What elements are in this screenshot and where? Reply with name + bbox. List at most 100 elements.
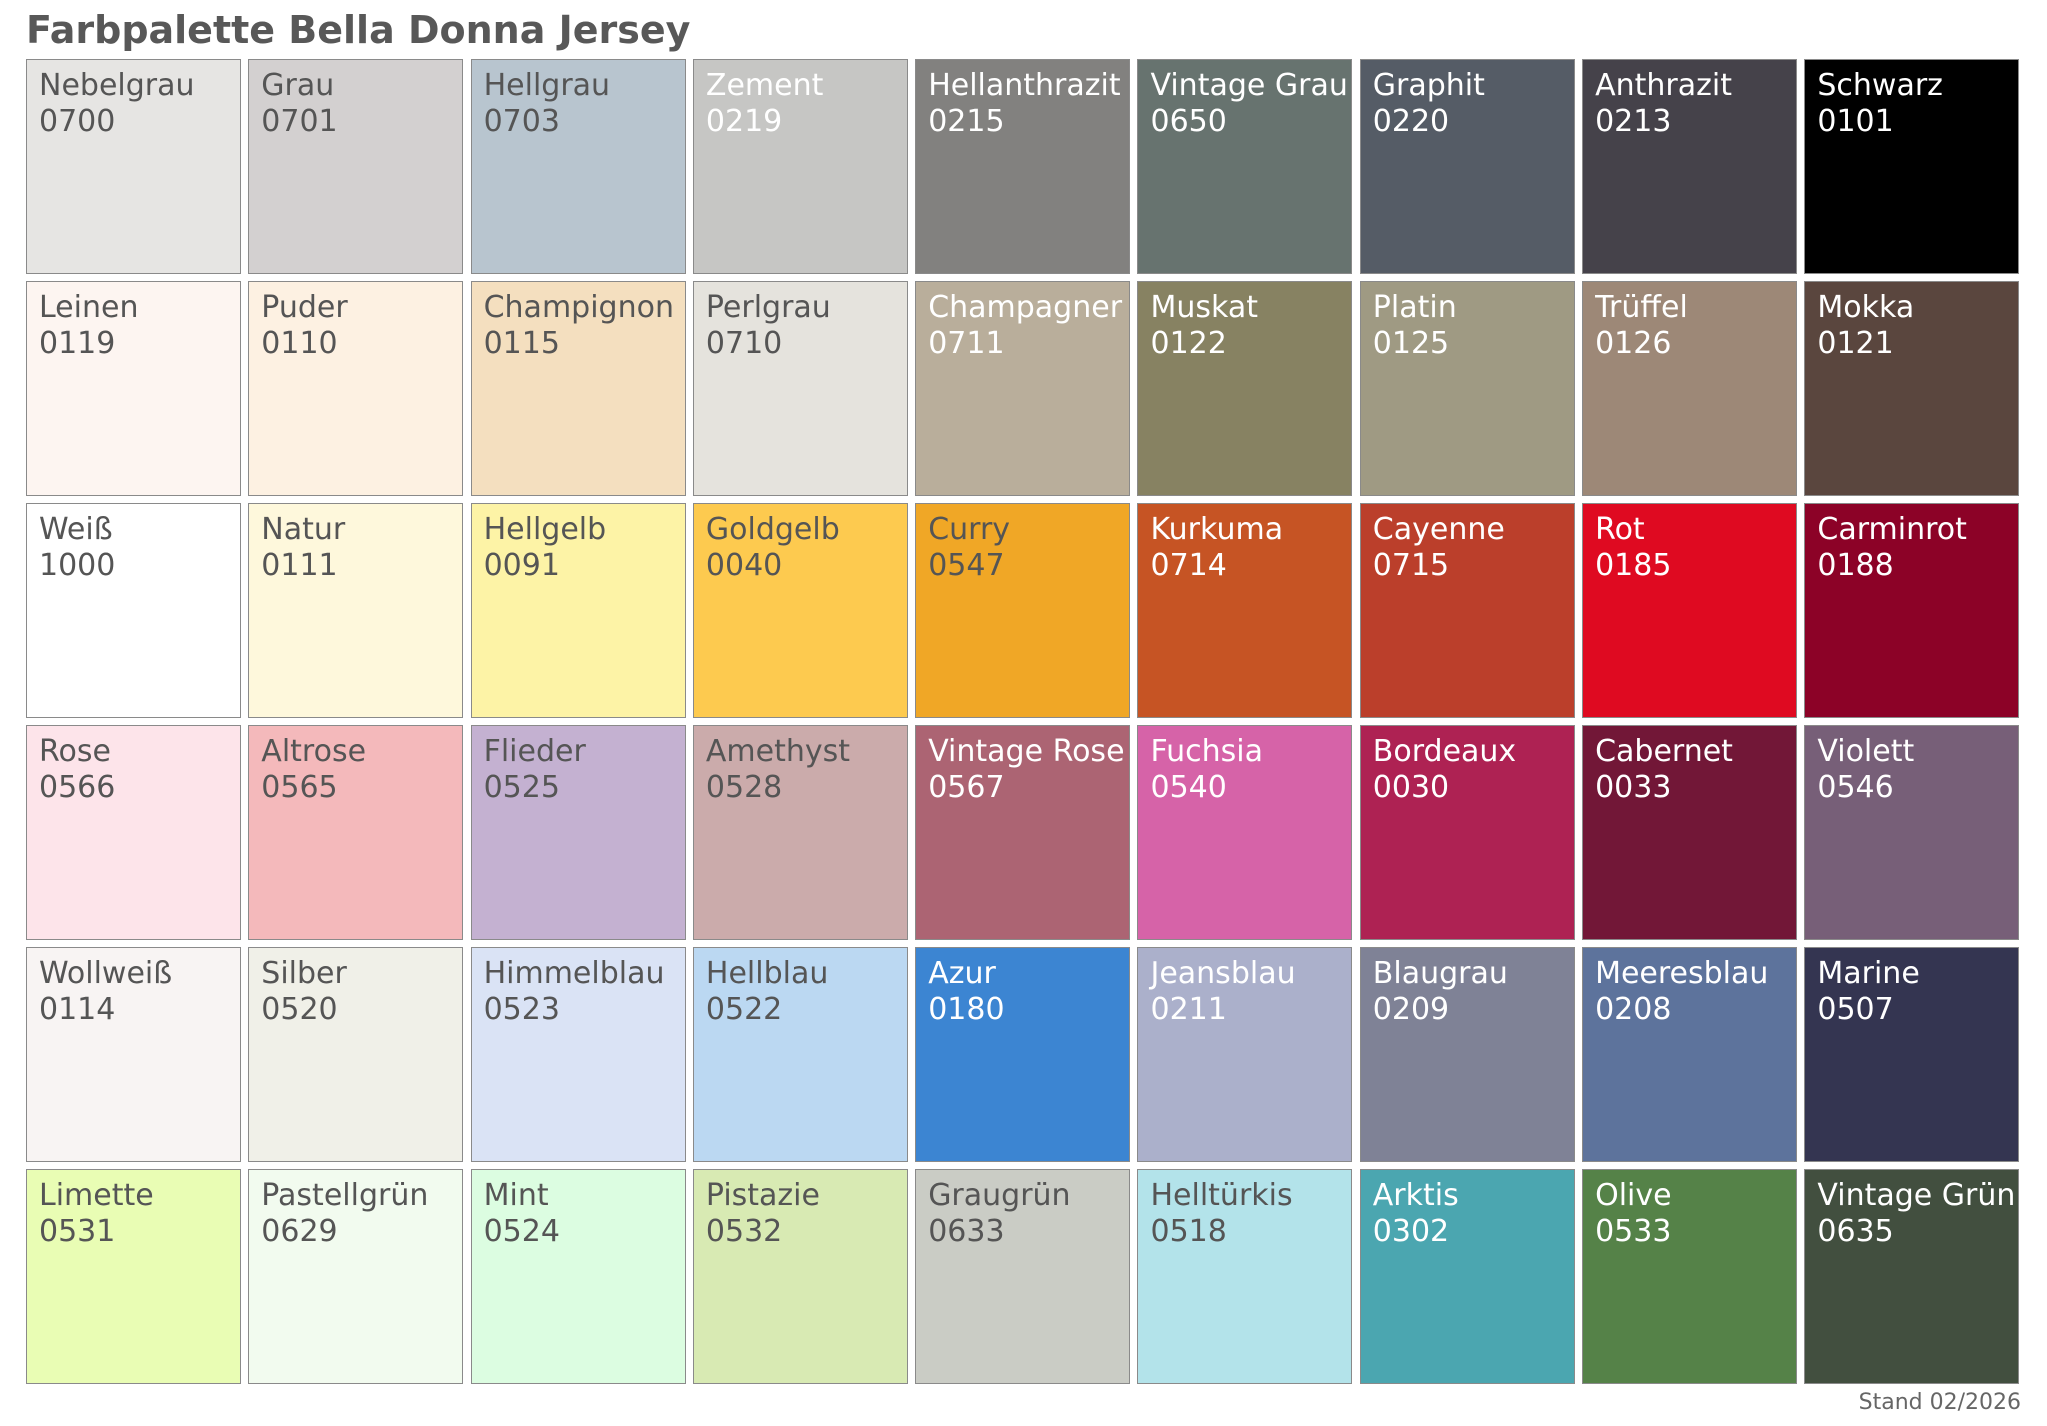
color-code: 0566 <box>39 770 116 805</box>
color-code: 0518 <box>1150 1214 1227 1249</box>
color-name: Grau <box>261 68 335 103</box>
color-code: 0115 <box>483 326 560 361</box>
color-name: Jeansblau <box>1150 956 1296 991</box>
swatch: Helltürkis 0518 <box>1137 1169 1353 1384</box>
swatch: Silber 0520 <box>248 947 464 1162</box>
swatch: Trüffel 0126 <box>1582 281 1798 496</box>
color-name: Hellanthrazit <box>928 68 1121 103</box>
swatch: Cabernet 0033 <box>1582 725 1798 940</box>
color-code: 0531 <box>39 1214 116 1249</box>
color-code: 0524 <box>483 1214 560 1249</box>
color-code: 0710 <box>705 326 783 361</box>
swatch: Kurkuma 0714 <box>1137 503 1353 718</box>
color-code: 0532 <box>705 1214 783 1249</box>
color-code: 0110 <box>261 326 338 361</box>
color-code: 0219 <box>705 104 783 139</box>
color-name: Himmelblau <box>483 956 665 991</box>
swatch: Goldgelb 0040 <box>692 503 908 718</box>
color-code: 0565 <box>261 770 338 805</box>
color-name: Mokka <box>1817 290 1915 325</box>
color-name: Violett <box>1817 734 1915 769</box>
swatch: Leinen 0119 <box>26 281 241 496</box>
color-name: Limette <box>39 1178 154 1213</box>
color-name: Puder <box>261 290 348 325</box>
color-code: 0091 <box>483 548 560 583</box>
color-code: 0111 <box>261 548 338 583</box>
color-code: 0635 <box>1817 1214 1894 1249</box>
swatch: Anthrazit 0213 <box>1582 59 1798 274</box>
color-name: Goldgelb <box>705 512 840 547</box>
color-name: Graugrün <box>928 1178 1071 1213</box>
color-code: 0125 <box>1372 326 1450 361</box>
color-name: Wollweiß <box>39 956 173 991</box>
color-name: Carminrot <box>1817 512 1967 547</box>
color-code: 0533 <box>1595 1214 1672 1249</box>
color-name: Leinen <box>39 290 139 325</box>
swatch: Rose 0566 <box>26 725 241 940</box>
color-name: Arktis <box>1372 1178 1459 1213</box>
color-code: 0540 <box>1150 770 1227 805</box>
color-code: 0211 <box>1150 992 1227 1027</box>
swatch: Wollweiß 0114 <box>26 947 241 1162</box>
color-name: Pastellgrün <box>261 1178 429 1213</box>
swatch: Pastellgrün 0629 <box>248 1169 464 1384</box>
color-name: Rose <box>39 734 111 769</box>
swatch: Champagner 0711 <box>915 281 1131 496</box>
swatch: Vintage Grün 0635 <box>1804 1169 2020 1384</box>
swatch: Champignon 0115 <box>470 281 686 496</box>
color-code: 0185 <box>1595 548 1672 583</box>
swatch: Cayenne 0715 <box>1359 503 1575 718</box>
swatch: Blaugrau 0209 <box>1359 947 1575 1162</box>
color-name: Champignon <box>483 290 674 325</box>
swatch: Platin 0125 <box>1359 281 1575 496</box>
color-name: Altrose <box>261 734 367 769</box>
color-name: Fuchsia <box>1150 734 1263 769</box>
color-code: 0629 <box>261 1214 338 1249</box>
swatch: Hellblau 0522 <box>692 947 908 1162</box>
color-name: Amethyst <box>705 734 851 769</box>
color-code: 0215 <box>928 104 1005 139</box>
swatch: Grau 0701 <box>248 59 464 274</box>
color-code: 1000 <box>39 548 116 583</box>
color-name: Nebelgrau <box>39 68 195 103</box>
swatch: Bordeaux 0030 <box>1359 725 1575 940</box>
color-code: 0126 <box>1595 326 1672 361</box>
color-name: Curry <box>928 512 1011 547</box>
color-code: 0567 <box>928 770 1005 805</box>
color-code: 0033 <box>1595 770 1672 805</box>
color-code: 0715 <box>1372 548 1450 583</box>
swatch: Perlgrau 0710 <box>692 281 908 496</box>
color-code: 0121 <box>1817 326 1894 361</box>
color-code: 0220 <box>1372 104 1450 139</box>
swatch: Fuchsia 0540 <box>1137 725 1353 940</box>
color-name: Perlgrau <box>705 290 831 325</box>
color-code: 0188 <box>1817 548 1894 583</box>
color-name: Pistazie <box>705 1178 820 1213</box>
color-code: 0711 <box>928 326 1005 361</box>
swatch: Marine 0507 <box>1804 947 2020 1162</box>
swatch: Carminrot 0188 <box>1804 503 2020 718</box>
color-name: Vintage Rose <box>928 734 1125 769</box>
swatch: Meeresblau 0208 <box>1582 947 1798 1162</box>
swatch: Graphit 0220 <box>1359 59 1575 274</box>
color-name: Kurkuma <box>1150 512 1284 547</box>
color-name: Hellblau <box>705 956 829 991</box>
color-code: 0547 <box>928 548 1005 583</box>
color-name: Hellgelb <box>483 512 607 547</box>
color-name: Vintage Grün <box>1817 1178 2016 1213</box>
swatch: Violett 0546 <box>1804 725 2020 940</box>
swatch: Rot 0185 <box>1582 503 1798 718</box>
color-name: Natur <box>261 512 346 547</box>
swatch: Azur 0180 <box>915 947 1131 1162</box>
color-name: Bordeaux <box>1372 734 1517 769</box>
swatch: Limette 0531 <box>26 1169 241 1384</box>
swatch: Jeansblau 0211 <box>1137 947 1353 1162</box>
color-name: Rot <box>1595 512 1645 547</box>
swatch: Puder 0110 <box>248 281 464 496</box>
color-name: Meeresblau <box>1595 956 1769 991</box>
color-name: Champagner <box>928 290 1123 325</box>
swatch: Olive 0533 <box>1582 1169 1798 1384</box>
color-code: 0030 <box>1372 770 1450 805</box>
swatch: Arktis 0302 <box>1359 1169 1575 1384</box>
color-code: 0209 <box>1372 992 1450 1027</box>
